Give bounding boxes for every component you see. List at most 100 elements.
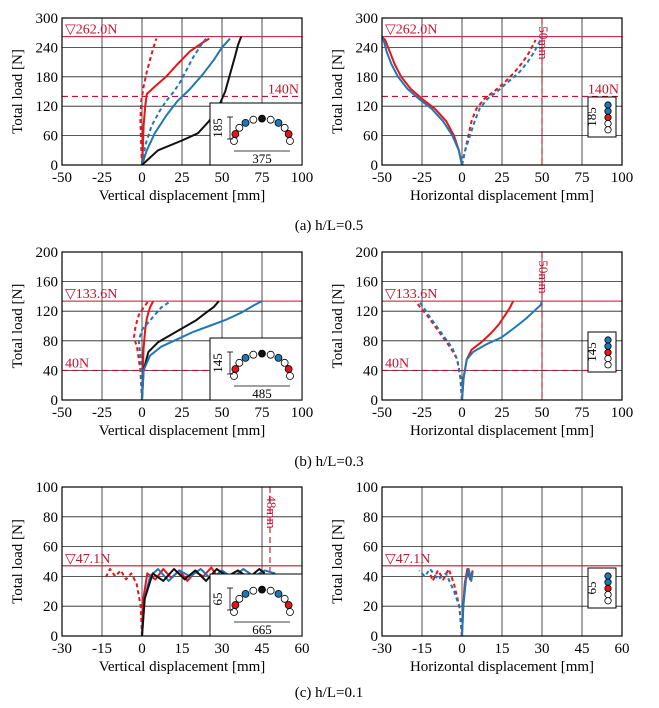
x-tick-label: 30 — [215, 641, 230, 657]
y-tick-label: 60 — [363, 129, 378, 145]
side-inset: 65 — [584, 567, 617, 609]
inset-height-label: 65 — [584, 582, 599, 595]
chart-a-vertical: -50 -25 0 25 50 75 100 0 60 120 180 240 300 Vertical … — [10, 11, 313, 204]
max-load-label: ▽262.0N — [385, 23, 437, 38]
x-tick-label: -15 — [412, 641, 432, 657]
plot-frame — [381, 17, 623, 166]
side-inset: 185 — [584, 96, 617, 138]
measure-point — [604, 578, 612, 586]
y-tick-label: 0 — [371, 393, 379, 409]
x-tick-label: 45 — [575, 641, 590, 657]
x-tick-label: -25 — [412, 405, 432, 421]
series-line-red — [381, 35, 463, 166]
inset-span-label: 485 — [252, 386, 272, 401]
x-tick-label: 50 — [215, 170, 230, 186]
inset-span-label: 375 — [252, 151, 272, 166]
plot-frame — [381, 251, 623, 401]
y-axis-label: Total load [N] — [10, 49, 26, 134]
measure-point — [235, 358, 244, 367]
measure-point — [258, 585, 266, 594]
x-tick-label: 100 — [291, 170, 314, 186]
max-load-label: ▽47.1N — [385, 552, 430, 567]
x-tick-label: 50 — [535, 170, 550, 186]
y-axis-label: Total load [N] — [330, 284, 346, 369]
x-tick-label: 75 — [575, 405, 590, 421]
measure-point — [274, 589, 283, 598]
series-line-red-dashed — [429, 568, 463, 637]
series-line-red-dashed — [139, 38, 158, 166]
x-tick-label: 100 — [291, 405, 314, 421]
x-tick-label: 75 — [255, 170, 270, 186]
x-axis-label: Vertical displacement [mm] — [99, 188, 266, 204]
y-tick-label: 120 — [36, 99, 59, 115]
x-tick-label: -25 — [92, 170, 112, 186]
y-tick-label: 240 — [356, 40, 379, 56]
measure-point — [604, 107, 612, 115]
displacement-limit-label: 50mm — [536, 260, 551, 293]
x-tick-label: 60 — [295, 641, 310, 657]
x-tick-label: 25 — [175, 170, 190, 186]
series-line-red-dashed — [103, 568, 143, 637]
series-line-black — [141, 300, 220, 401]
plot-frame — [61, 17, 303, 166]
measure-point — [241, 353, 250, 362]
y-tick-label: 160 — [356, 275, 379, 291]
x-tick-label: 15 — [495, 641, 510, 657]
plot-frame — [61, 486, 303, 637]
x-tick-label: -50 — [372, 170, 392, 186]
max-load-label: ▽133.6N — [385, 287, 437, 302]
x-tick-label: -50 — [372, 405, 392, 421]
y-tick-label: 20 — [43, 599, 58, 615]
y-tick-label: 200 — [36, 245, 59, 261]
arch-inset: 65 665 — [209, 573, 303, 637]
plot-frame — [381, 486, 623, 637]
inset-height-label: 65 — [210, 593, 225, 606]
y-tick-label: 0 — [371, 158, 379, 174]
measure-point — [604, 120, 612, 128]
x-axis-label: Horizontal displacement [mm] — [410, 659, 594, 675]
x-tick-label: 100 — [611, 170, 634, 186]
side-inset: 145 — [584, 331, 617, 373]
x-tick-label: -25 — [412, 170, 432, 186]
threshold-label: 140N — [268, 82, 299, 97]
measure-point — [604, 342, 612, 350]
inset-height-label: 145 — [210, 353, 225, 373]
inset-height-label: 185 — [584, 107, 599, 127]
y-tick-label: 80 — [363, 510, 378, 526]
x-axis-label: Vertical displacement [mm] — [99, 423, 266, 439]
x-tick-label: 30 — [535, 641, 550, 657]
y-tick-label: 40 — [363, 363, 378, 379]
measure-point — [231, 130, 240, 138]
series-line-blue-dashed — [418, 300, 463, 401]
measure-point — [604, 348, 612, 356]
measure-point — [280, 123, 289, 132]
y-tick-label: 40 — [43, 569, 58, 585]
arch-inset: 185 375 — [209, 102, 303, 166]
series-line-blue — [141, 37, 231, 166]
x-tick-label: -30 — [52, 641, 72, 657]
y-axis-label: Total load [N] — [10, 519, 26, 604]
measure-point — [280, 594, 289, 603]
x-tick-label: 50 — [215, 405, 230, 421]
y-tick-label: 120 — [356, 304, 379, 320]
measure-point — [249, 586, 258, 595]
measure-point — [284, 130, 293, 138]
series-line-blue-dashed — [418, 568, 463, 637]
measure-point — [230, 608, 238, 616]
y-tick-label: 60 — [43, 540, 58, 556]
figure-caption: (c) h/L=0.1 — [295, 685, 363, 701]
x-tick-label: 0 — [138, 641, 146, 657]
measure-point — [274, 118, 283, 127]
y-tick-label: 180 — [36, 70, 59, 86]
y-tick-label: 300 — [36, 11, 59, 27]
measure-point — [284, 601, 293, 609]
y-tick-label: 240 — [36, 40, 59, 56]
threshold-label: 40N — [385, 356, 409, 371]
x-tick-label: 15 — [175, 641, 190, 657]
series-line-blue — [461, 300, 543, 401]
measure-point — [280, 358, 289, 367]
arch-inset: 145 485 — [209, 337, 303, 401]
x-tick-label: 25 — [495, 405, 510, 421]
x-tick-label: -50 — [52, 405, 72, 421]
